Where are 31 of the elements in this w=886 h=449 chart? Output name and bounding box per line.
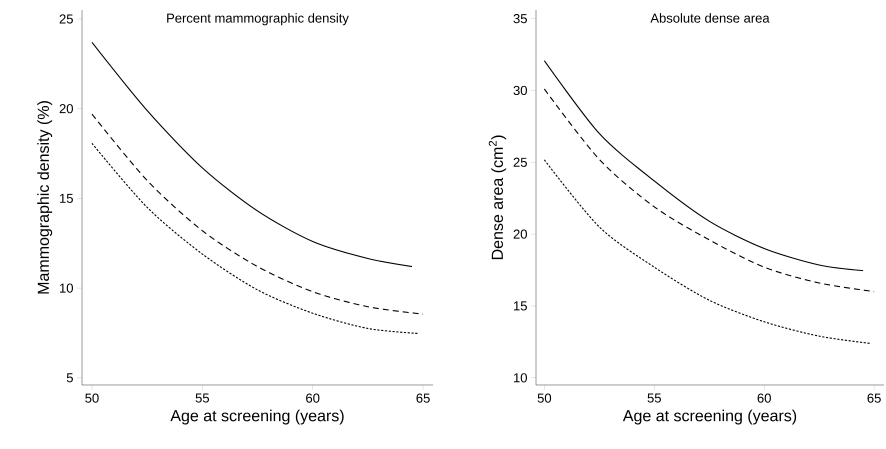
y-tick-label: 10 bbox=[60, 283, 73, 293]
x-tick-label: 65 bbox=[868, 394, 881, 403]
x-axis-title: Age at screening (years) bbox=[622, 410, 796, 425]
chart-title: Absolute dense area bbox=[650, 13, 770, 23]
y-tick-label: 30 bbox=[514, 86, 527, 96]
chart-title: Percent mammographic density bbox=[167, 13, 349, 26]
x-tick-label: 50 bbox=[538, 394, 552, 403]
y-tick-label: 25 bbox=[514, 158, 527, 167]
x-tick-label: 50 bbox=[85, 394, 99, 403]
line-series bbox=[91, 114, 424, 315]
y-tick-label: 25 bbox=[60, 14, 73, 24]
x-axis-title: Age at screening (years) bbox=[170, 410, 344, 425]
x-tick-label: 60 bbox=[758, 394, 771, 403]
y-tick-label: 15 bbox=[514, 301, 527, 310]
x-tick-label: 60 bbox=[306, 394, 320, 403]
y-tick-label: 20 bbox=[60, 104, 73, 114]
line-series bbox=[91, 42, 413, 268]
x-tick-label: 65 bbox=[416, 394, 430, 403]
y-tick-label: 35 bbox=[514, 14, 527, 24]
y-axis-title: Dense area (cm$^{2}$) bbox=[488, 136, 506, 260]
line-series bbox=[544, 60, 864, 272]
x-tick-label: 55 bbox=[648, 394, 661, 403]
y-tick-label: 5 bbox=[66, 373, 73, 382]
y-tick-label: 20 bbox=[514, 230, 527, 239]
line-series bbox=[91, 142, 420, 334]
line-series bbox=[544, 159, 870, 344]
y-axis-title: Mammographic density (%) bbox=[37, 101, 52, 294]
y-tick-label: 10 bbox=[514, 373, 527, 382]
line-series bbox=[544, 88, 875, 292]
x-tick-label: 55 bbox=[196, 394, 209, 403]
y-tick-label: 15 bbox=[60, 194, 73, 203]
